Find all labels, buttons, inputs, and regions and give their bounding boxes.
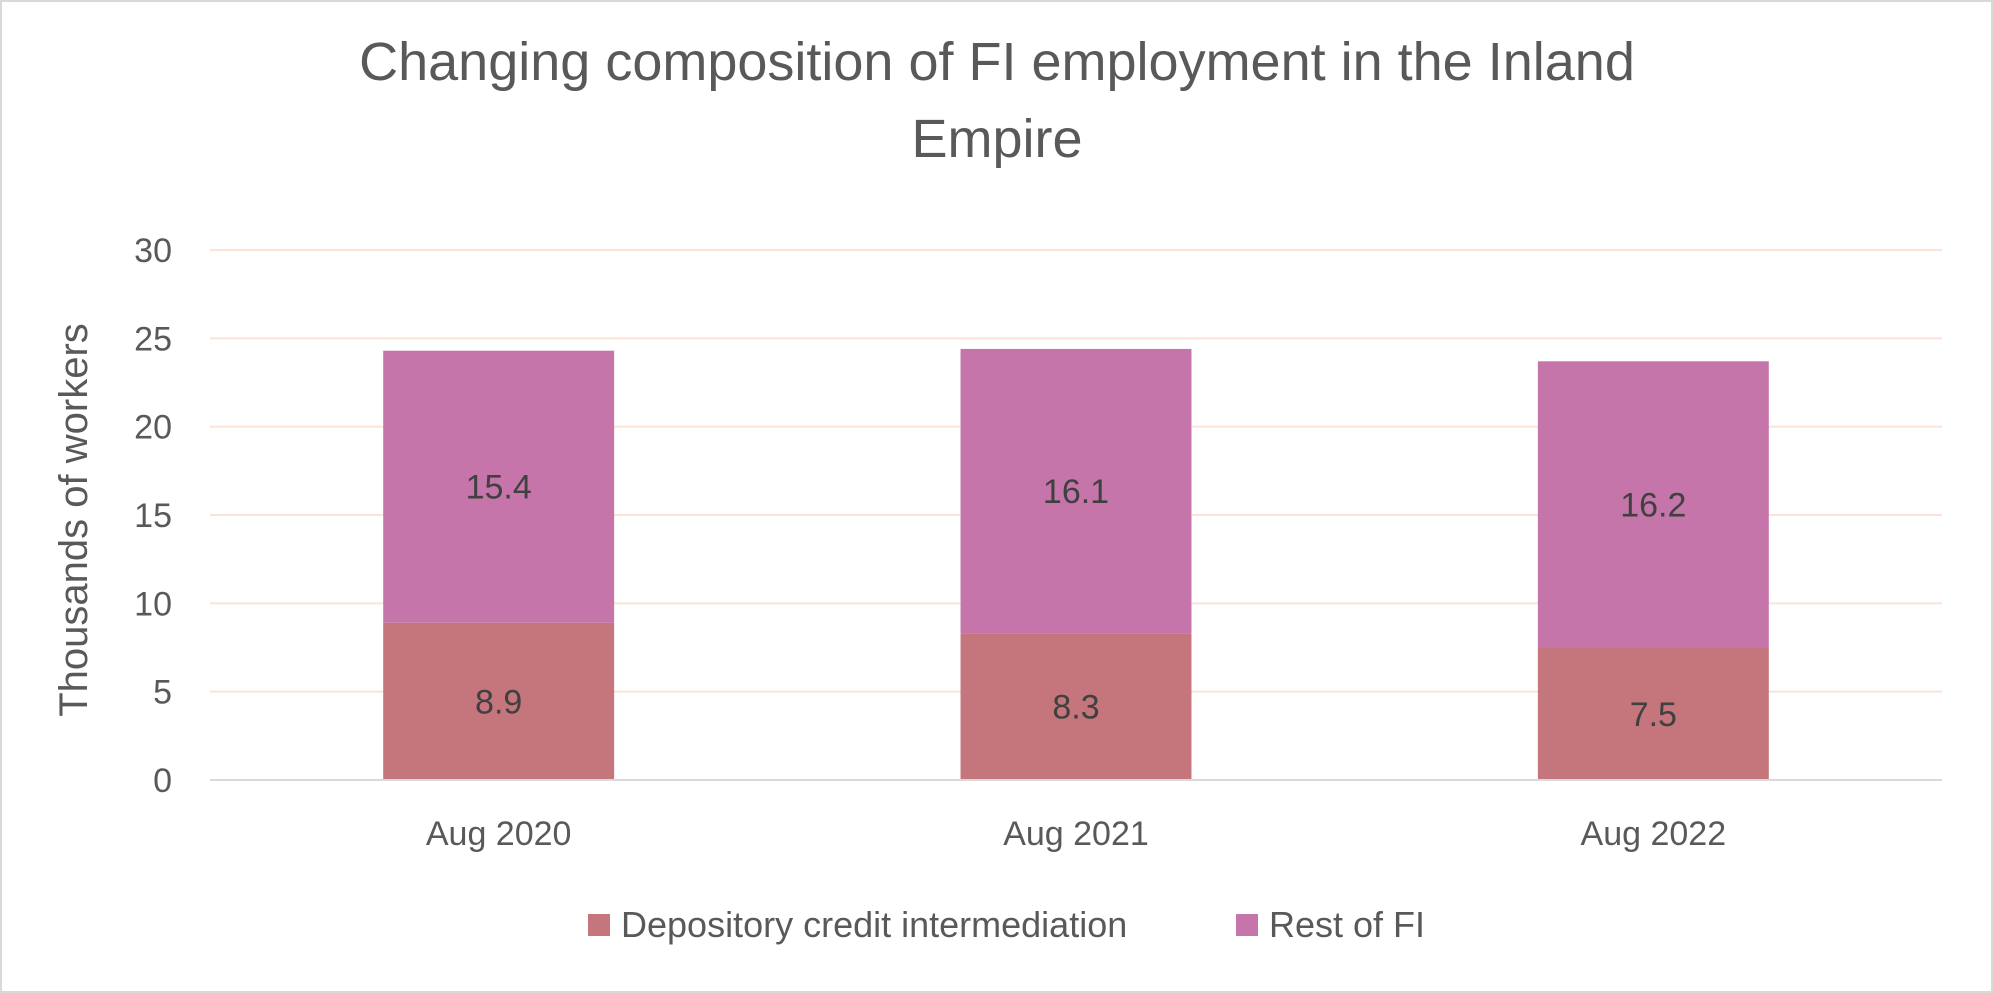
bar-segment-rest-of-fi [383, 350, 615, 623]
y-axis-ticks: 0 5 10 15 20 25 30 [134, 232, 172, 800]
y-tick-label: 25 [134, 320, 172, 358]
x-axis-ticks: Aug 2020 Aug 2021 Aug 2022 [426, 815, 1726, 853]
legend-label: Depository credit intermediation [621, 904, 1127, 945]
bar-segment-rest-of-fi [960, 348, 1192, 634]
data-label: 16.2 [1620, 486, 1686, 524]
y-tick-label: 20 [134, 409, 172, 447]
bar-segment-depository [960, 633, 1192, 780]
x-tick-label: Aug 2020 [426, 815, 572, 853]
bar-segment-rest-of-fi [1537, 361, 1769, 648]
bar-segment-depository [1537, 647, 1769, 780]
legend-swatch [588, 914, 610, 936]
y-axis-title: Thousands of workers [52, 323, 96, 717]
x-tick-label: Aug 2022 [1581, 815, 1727, 853]
y-tick-label: 0 [153, 762, 172, 800]
y-tick-label: 10 [134, 585, 172, 623]
bar-segment-depository [383, 622, 615, 780]
data-label: 7.5 [1630, 696, 1677, 734]
legend-label: Rest of FI [1269, 904, 1425, 945]
y-tick-label: 30 [134, 232, 172, 270]
data-label: 8.3 [1052, 689, 1099, 727]
legend-swatch [1236, 914, 1258, 936]
bars [383, 348, 1769, 780]
chart-title-line-2: Empire [911, 109, 1082, 169]
y-tick-label: 5 [153, 674, 172, 712]
data-label: 16.1 [1043, 473, 1109, 511]
chart-title-line-1: Changing composition of FI employment in… [359, 32, 1635, 92]
y-tick-label: 15 [134, 497, 172, 535]
x-tick-label: Aug 2021 [1003, 815, 1149, 853]
data-label: 8.9 [475, 683, 522, 721]
data-label: 15.4 [466, 469, 532, 507]
legend: Depository credit intermediation Rest of … [588, 904, 1425, 945]
data-labels: 8.9 15.4 8.3 16.1 7.5 16.2 [466, 469, 1687, 734]
